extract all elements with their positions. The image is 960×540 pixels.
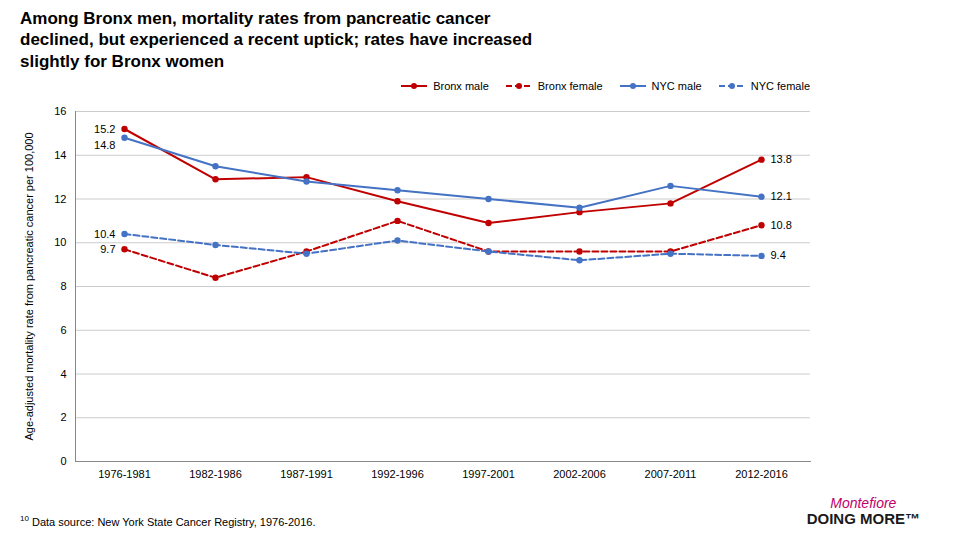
html-text:Montefiore: Montefiore	[830, 494, 897, 511]
html-text:NYC male: NYC male	[651, 79, 702, 92]
svg-text:9.7: 9.7	[100, 243, 115, 255]
svg-text:10: 10	[54, 236, 66, 248]
svg-text:14: 14	[54, 149, 66, 161]
svg-text:12: 12	[54, 192, 66, 204]
svg-text:1976-1981: 1976-1981	[98, 468, 151, 480]
svg-text:0: 0	[60, 455, 66, 467]
html-text:Bronx male: Bronx male	[433, 79, 489, 92]
svg-text:10.4: 10.4	[94, 227, 115, 239]
svg-text:6: 6	[60, 324, 66, 336]
svg-text:10.8: 10.8	[771, 219, 792, 231]
svg-text:1992-1996: 1992-1996	[371, 468, 424, 480]
svg-text:15.2: 15.2	[94, 122, 115, 134]
svg-text:12.1: 12.1	[771, 190, 792, 202]
svg-text:4: 4	[60, 367, 66, 379]
svg-text:2002-2006: 2002-2006	[553, 468, 606, 480]
html-text:10Data source: New York State: 10Data source: New York State Cancer Reg…	[20, 514, 316, 528]
svg-text:1987-1991: 1987-1991	[280, 468, 333, 480]
html-text:NYC female: NYC female	[750, 79, 810, 92]
html-text:Bronx female: Bronx female	[537, 79, 603, 92]
svg-text:14.8: 14.8	[94, 139, 115, 151]
svg-text:2012-2016: 2012-2016	[735, 468, 788, 480]
svg-text:8: 8	[60, 280, 66, 292]
svg-text:2: 2	[60, 411, 66, 423]
svg-text:Age-adjusted mortality rate fr: Age-adjusted mortality rate from pancrea…	[23, 132, 35, 440]
svg-text:16: 16	[54, 105, 66, 117]
html-text:Among Bronx men, mortality rat: Among Bronx men, mortality rates from pa…	[20, 9, 533, 71]
svg-text:9.4: 9.4	[771, 249, 786, 261]
svg-text:1997-2001: 1997-2001	[462, 468, 515, 480]
svg-text:1982-1986: 1982-1986	[189, 468, 242, 480]
svg-text:2007-2011: 2007-2011	[645, 468, 697, 480]
svg-text:13.8: 13.8	[771, 153, 792, 165]
html-text:DOING MORE™: DOING MORE™	[806, 510, 920, 528]
